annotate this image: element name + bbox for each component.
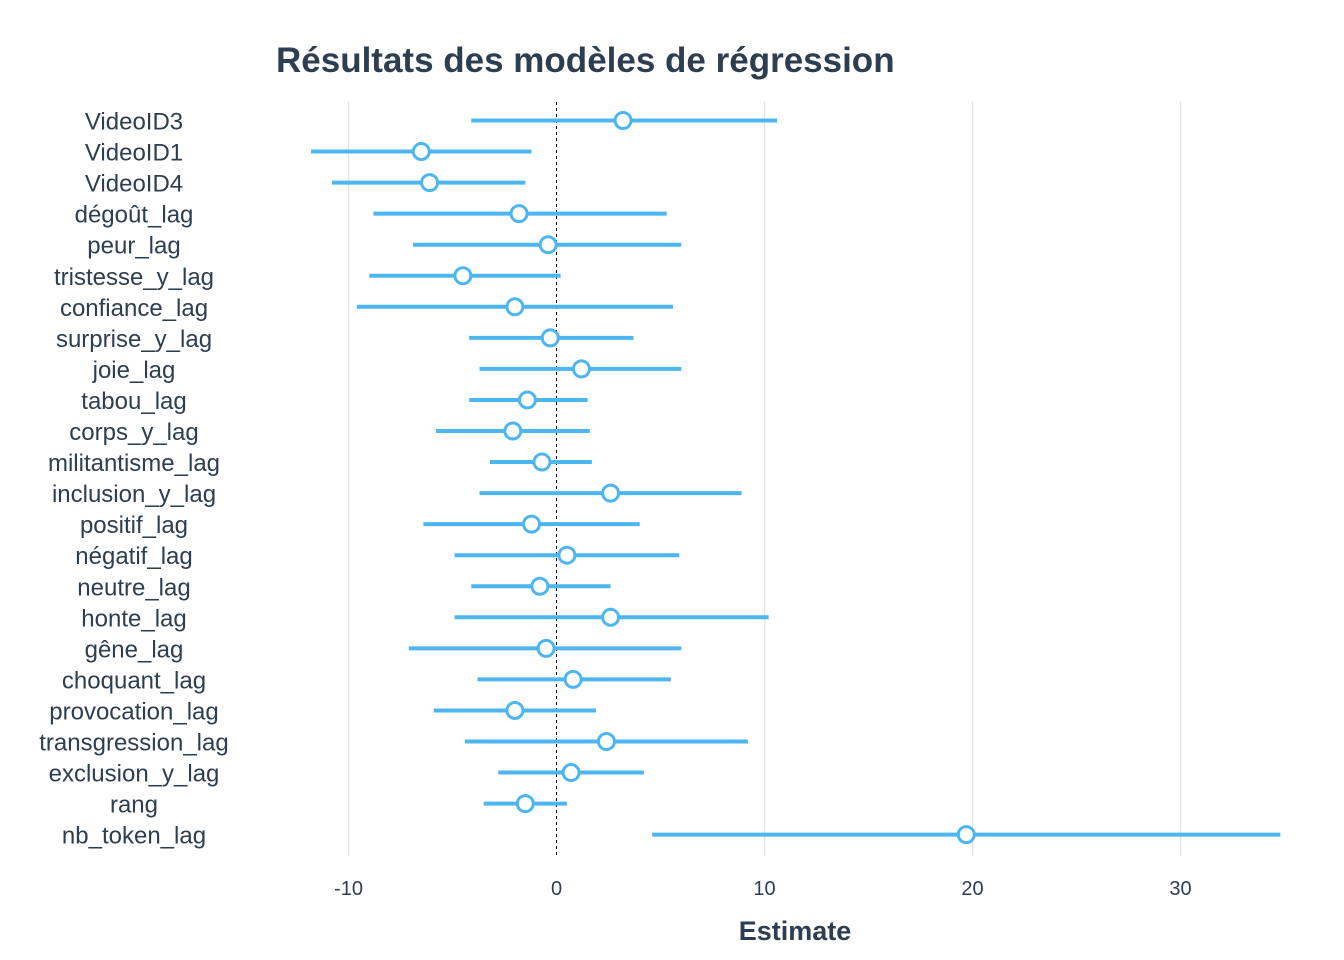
y-tick-label: VideoID1	[85, 140, 183, 167]
y-tick-label: nb_token_lag	[62, 823, 206, 850]
y-tick-label: VideoID4	[85, 171, 183, 198]
y-tick-label: transgression_lag	[39, 730, 228, 757]
estimate-point	[420, 173, 440, 193]
x-tick-label: -10	[334, 878, 363, 900]
estimate-point	[515, 794, 535, 814]
y-tick-label: VideoID3	[85, 109, 183, 136]
x-axis-ticks: -10 0 10 20 30	[334, 878, 1192, 900]
estimate-point	[601, 607, 621, 627]
estimate-point	[530, 576, 550, 596]
x-grid-lines	[347, 102, 1182, 856]
estimate-point	[453, 266, 473, 286]
y-tick-label: choquant_lag	[62, 667, 206, 694]
y-tick-label: militantisme_lag	[48, 450, 220, 477]
y-tick-label: peur_lag	[87, 233, 180, 260]
estimate-point	[561, 763, 581, 783]
estimate-point	[522, 514, 542, 534]
estimate-point	[557, 545, 577, 565]
estimate-point	[613, 111, 633, 130]
estimate-point	[538, 235, 558, 255]
estimate-point	[596, 732, 616, 751]
estimate-point	[503, 421, 523, 441]
y-tick-label: gêne_lag	[85, 636, 184, 663]
x-tick-label: 10	[753, 878, 775, 900]
estimate-point	[505, 700, 525, 720]
estimate-point	[571, 359, 591, 379]
y-tick-label: négatif_lag	[75, 543, 192, 570]
x-axis-title: Estimate	[739, 916, 852, 946]
y-tick-label: rang	[110, 792, 158, 819]
confidence-intervals	[311, 118, 1281, 837]
y-tick-label: honte_lag	[81, 605, 186, 632]
estimate-point	[536, 638, 556, 658]
estimate-point	[532, 452, 552, 472]
y-tick-label: exclusion_y_lag	[49, 761, 220, 788]
y-tick-label: tristesse_y_lag	[54, 264, 214, 291]
estimate-point	[517, 390, 537, 410]
y-tick-label: provocation_lag	[49, 698, 218, 725]
chart-title: Résultats des modèles de régression	[276, 41, 895, 80]
x-tick-label: 0	[551, 878, 562, 900]
estimate-point	[563, 669, 583, 689]
estimate-point	[411, 142, 431, 162]
y-axis-labels: VideoID3 VideoID1 VideoID4 dégoût_lag peur_l…	[39, 109, 228, 850]
x-tick-label: 30	[1169, 878, 1191, 900]
y-tick-label: neutre_lag	[77, 574, 190, 601]
y-tick-label: confiance_lag	[60, 295, 208, 322]
y-tick-label: corps_y_lag	[69, 419, 198, 446]
x-tick-label: 20	[961, 878, 983, 900]
y-tick-label: inclusion_y_lag	[52, 481, 216, 508]
y-tick-label: surprise_y_lag	[56, 326, 212, 353]
estimate-point	[601, 483, 621, 503]
estimate-point	[509, 204, 529, 224]
y-tick-label: joie_lag	[92, 357, 176, 384]
y-tick-label: positif_lag	[80, 512, 188, 539]
estimate-point	[956, 825, 976, 845]
y-tick-label: dégoût_lag	[75, 202, 194, 229]
estimate-point	[505, 297, 525, 317]
y-tick-label: tabou_lag	[81, 388, 186, 415]
estimate-point	[540, 328, 560, 348]
estimate-points	[411, 111, 976, 845]
